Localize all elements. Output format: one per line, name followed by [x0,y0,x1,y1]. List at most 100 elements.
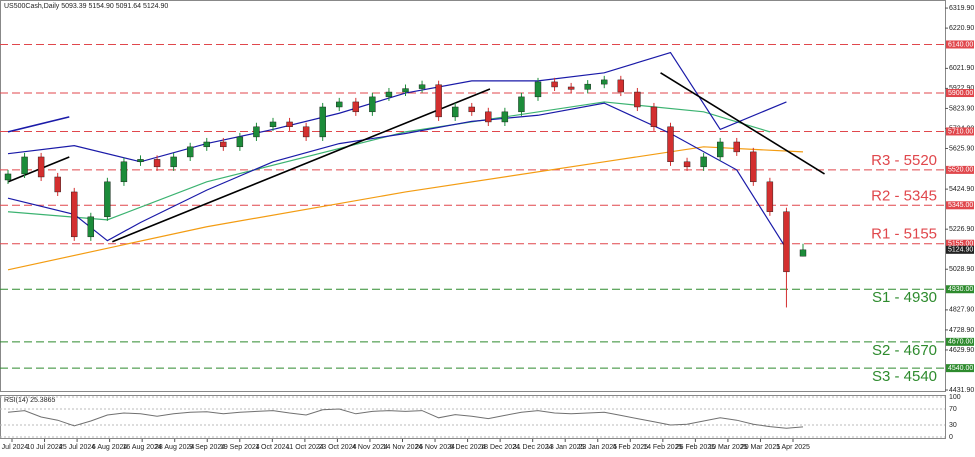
level-tag [946,337,974,346]
candle-body [783,211,790,273]
level-label: 4540.00 [948,365,973,372]
level-label: 5520.00 [948,167,973,174]
candle-body [269,121,277,128]
candle-body [186,146,194,158]
level-tag [946,165,974,174]
candle-body [601,79,608,85]
level-tag [946,201,974,210]
candle-body [336,101,343,108]
ohlc-close: 5124.90 [143,3,168,10]
level-tag [946,239,974,248]
candle-body [534,81,542,98]
x-tick-label: 23 Jan 2025 [578,444,617,451]
last-price-label: 5124.90 [948,247,973,254]
level-label: 5710.00 [948,128,973,135]
ohlc-open: 5093.39 [61,3,86,10]
level-label: 5155.00 [948,241,973,248]
level-label: 5900.00 [948,90,973,97]
chart-header: US500Cash,Daily 5093.39 5154.90 5091.64 … [4,3,168,10]
ohlc-low: 5091.64 [116,3,141,10]
x-tick-label: 19 Sep 2024 [220,444,260,451]
rsi-panel [0,395,946,439]
y-tick-label: 4728.90 [949,327,974,334]
ohlc-high: 5154.90 [88,3,113,10]
x-tick-label: 10 Mar 2025 [708,444,747,451]
candle-body [518,96,525,113]
x-tick-label: 23 Oct 2024 [318,444,356,451]
candle-body [402,88,409,93]
y-tick-label: 4431.90 [949,387,974,394]
level-tag [946,89,974,98]
candle-body [286,121,293,128]
candle-body [418,84,426,89]
x-tick-label: 6 Dec 2024 [450,444,486,451]
x-tick-label: 14 Nov 2024 [383,444,423,451]
candle-body [120,161,128,183]
level-tag [946,285,974,294]
rsi-tick-label: 70 [949,406,957,413]
level-annotation: S3 - 4540 [872,368,937,385]
level-label: 5345.00 [948,202,973,209]
candle-body [700,156,707,168]
candle-body [4,173,12,181]
level-label: 6140.00 [948,41,973,48]
x-tick-label: 9 Sep 2024 [189,444,225,451]
x-tick-label: 10 Jul 2024 [26,444,62,451]
x-tick-label: 18 Dec 2024 [480,444,520,451]
symbol: US500Cash,Daily [4,3,60,10]
x-tick-label: 25 Jul 2024 [59,444,95,451]
level-annotation: S2 - 4670 [872,342,937,359]
candle-body [137,159,144,163]
y-tick-label: 5625.90 [949,145,974,152]
trendline [7,116,70,133]
trendline [112,88,491,243]
x-tick-label: 1 Oct 2024 [255,444,289,451]
candle-body [253,126,260,138]
candle-body [617,79,625,93]
trendline [660,72,825,175]
rsi-last: 25.3865 [30,397,55,404]
candle-body [799,249,807,257]
x-tick-label: 6 Aug 2024 [92,444,128,451]
candle-body [766,181,774,212]
y-tick-label: 5226.90 [949,226,974,233]
candle-body [37,156,45,178]
level-tag [946,127,974,136]
candle-body [750,151,757,183]
x-tick-label: 31 Dec 2024 [513,444,553,451]
candle-body [501,111,509,123]
candle-body [203,141,210,148]
candle-body [485,111,492,123]
candle-body [87,216,95,238]
price-panel [0,0,946,392]
level-tag [946,364,974,373]
level-annotation: S1 - 4930 [872,289,937,306]
x-tick-label: 16 Aug 2024 [123,444,162,451]
rsi-header: RSI(14) 25.3865 [4,397,55,404]
rsi-tick-label: 30 [949,422,957,429]
candle-body [71,191,78,238]
level-annotation: R2 - 5345 [871,187,937,204]
y-tick-label: 5028.90 [949,266,974,273]
candle-body [54,176,61,193]
candle-body [451,106,459,118]
rsi-line [7,408,804,429]
candle-body [352,101,360,113]
candle-body [170,156,177,168]
overlay-line [7,102,787,250]
y-tick-label: 5424.90 [949,186,974,193]
last-price-tag [946,245,974,254]
level-label: 4670.00 [948,339,973,346]
candle-body [733,141,740,153]
x-tick-label: 20 Mar 2025 [741,444,780,451]
y-tick-label: 6021.90 [949,65,974,72]
candle-body [153,159,161,168]
rsi-tick-label: 100 [949,394,961,401]
y-tick-label: 6220.90 [949,25,974,32]
candle-body [650,106,658,128]
level-annotation: R3 - 5520 [871,152,937,169]
level-label: 4930.00 [948,286,973,293]
candle-body [667,126,674,163]
